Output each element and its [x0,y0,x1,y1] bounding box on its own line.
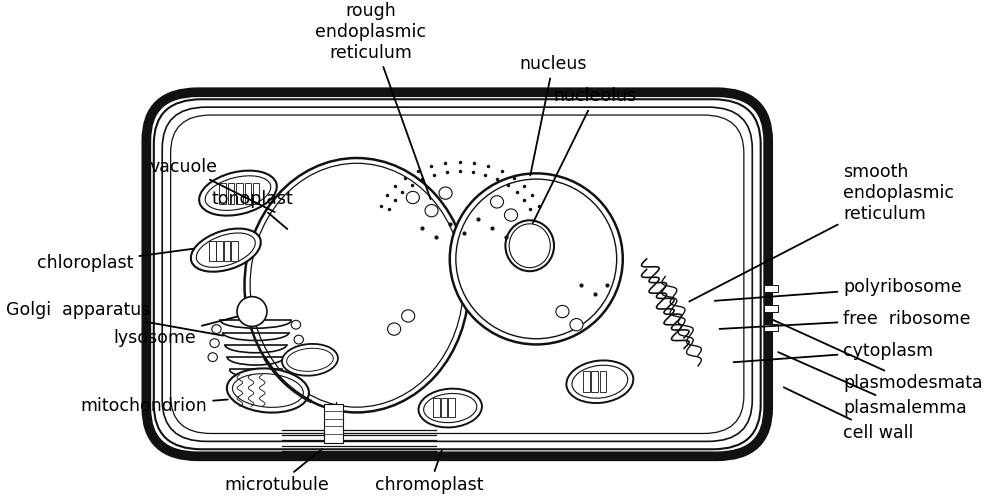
Text: Golgi  apparatus: Golgi apparatus [6,301,223,336]
Ellipse shape [406,191,419,204]
Text: chloroplast: chloroplast [37,249,193,272]
Ellipse shape [199,171,277,216]
Text: plasmalemma: plasmalemma [778,352,967,417]
Ellipse shape [294,335,303,344]
Ellipse shape [291,320,301,329]
Ellipse shape [282,344,338,375]
Ellipse shape [419,388,482,427]
Bar [253,183,259,204]
Ellipse shape [210,339,219,348]
Ellipse shape [388,323,401,335]
Bar [583,371,590,392]
FancyBboxPatch shape [146,92,768,456]
Text: plasmodesmata: plasmodesmata [773,320,983,392]
Ellipse shape [570,319,583,331]
Bar [324,404,343,443]
Text: rough
endoplasmic
reticulum: rough endoplasmic reticulum [315,2,431,199]
Ellipse shape [450,173,623,345]
Ellipse shape [566,361,633,403]
Bar [231,242,238,260]
Text: lysosome: lysosome [114,317,237,347]
Bar [219,183,226,204]
Bar [433,397,440,417]
Ellipse shape [556,305,569,318]
Text: microtubule: microtubule [225,449,330,495]
Text: free  ribosome: free ribosome [720,310,970,329]
Bar [236,183,243,204]
Text: cytoplasm: cytoplasm [734,342,933,362]
Text: nucleolus: nucleolus [533,87,637,223]
Ellipse shape [245,158,469,412]
Ellipse shape [227,369,309,413]
Bar [245,183,251,204]
Ellipse shape [490,196,504,208]
Text: chromoplast: chromoplast [375,450,484,495]
Ellipse shape [402,310,415,322]
Bar [764,304,778,312]
Text: cell wall: cell wall [784,387,913,442]
Text: mitochondrion: mitochondrion [81,397,228,415]
Bar [228,183,234,204]
Ellipse shape [504,209,518,221]
Ellipse shape [191,229,261,272]
Text: nucleus: nucleus [519,55,587,175]
Text: polyribosome: polyribosome [715,278,962,301]
Bar [591,371,598,392]
Ellipse shape [505,220,554,271]
Text: vacuole: vacuole [150,157,275,212]
Ellipse shape [439,187,452,199]
Bar [764,285,778,292]
Bar [209,242,216,260]
Text: tonoplast: tonoplast [211,190,293,229]
Bar [448,397,455,417]
Ellipse shape [212,325,221,334]
Bar [216,242,223,260]
Ellipse shape [237,297,267,327]
Ellipse shape [425,205,438,217]
Bar [764,324,778,331]
Text: smooth
endoplasmic
reticulum: smooth endoplasmic reticulum [689,163,954,301]
Ellipse shape [208,353,217,362]
Bar [224,242,230,260]
Bar [600,371,606,392]
Bar [441,397,447,417]
